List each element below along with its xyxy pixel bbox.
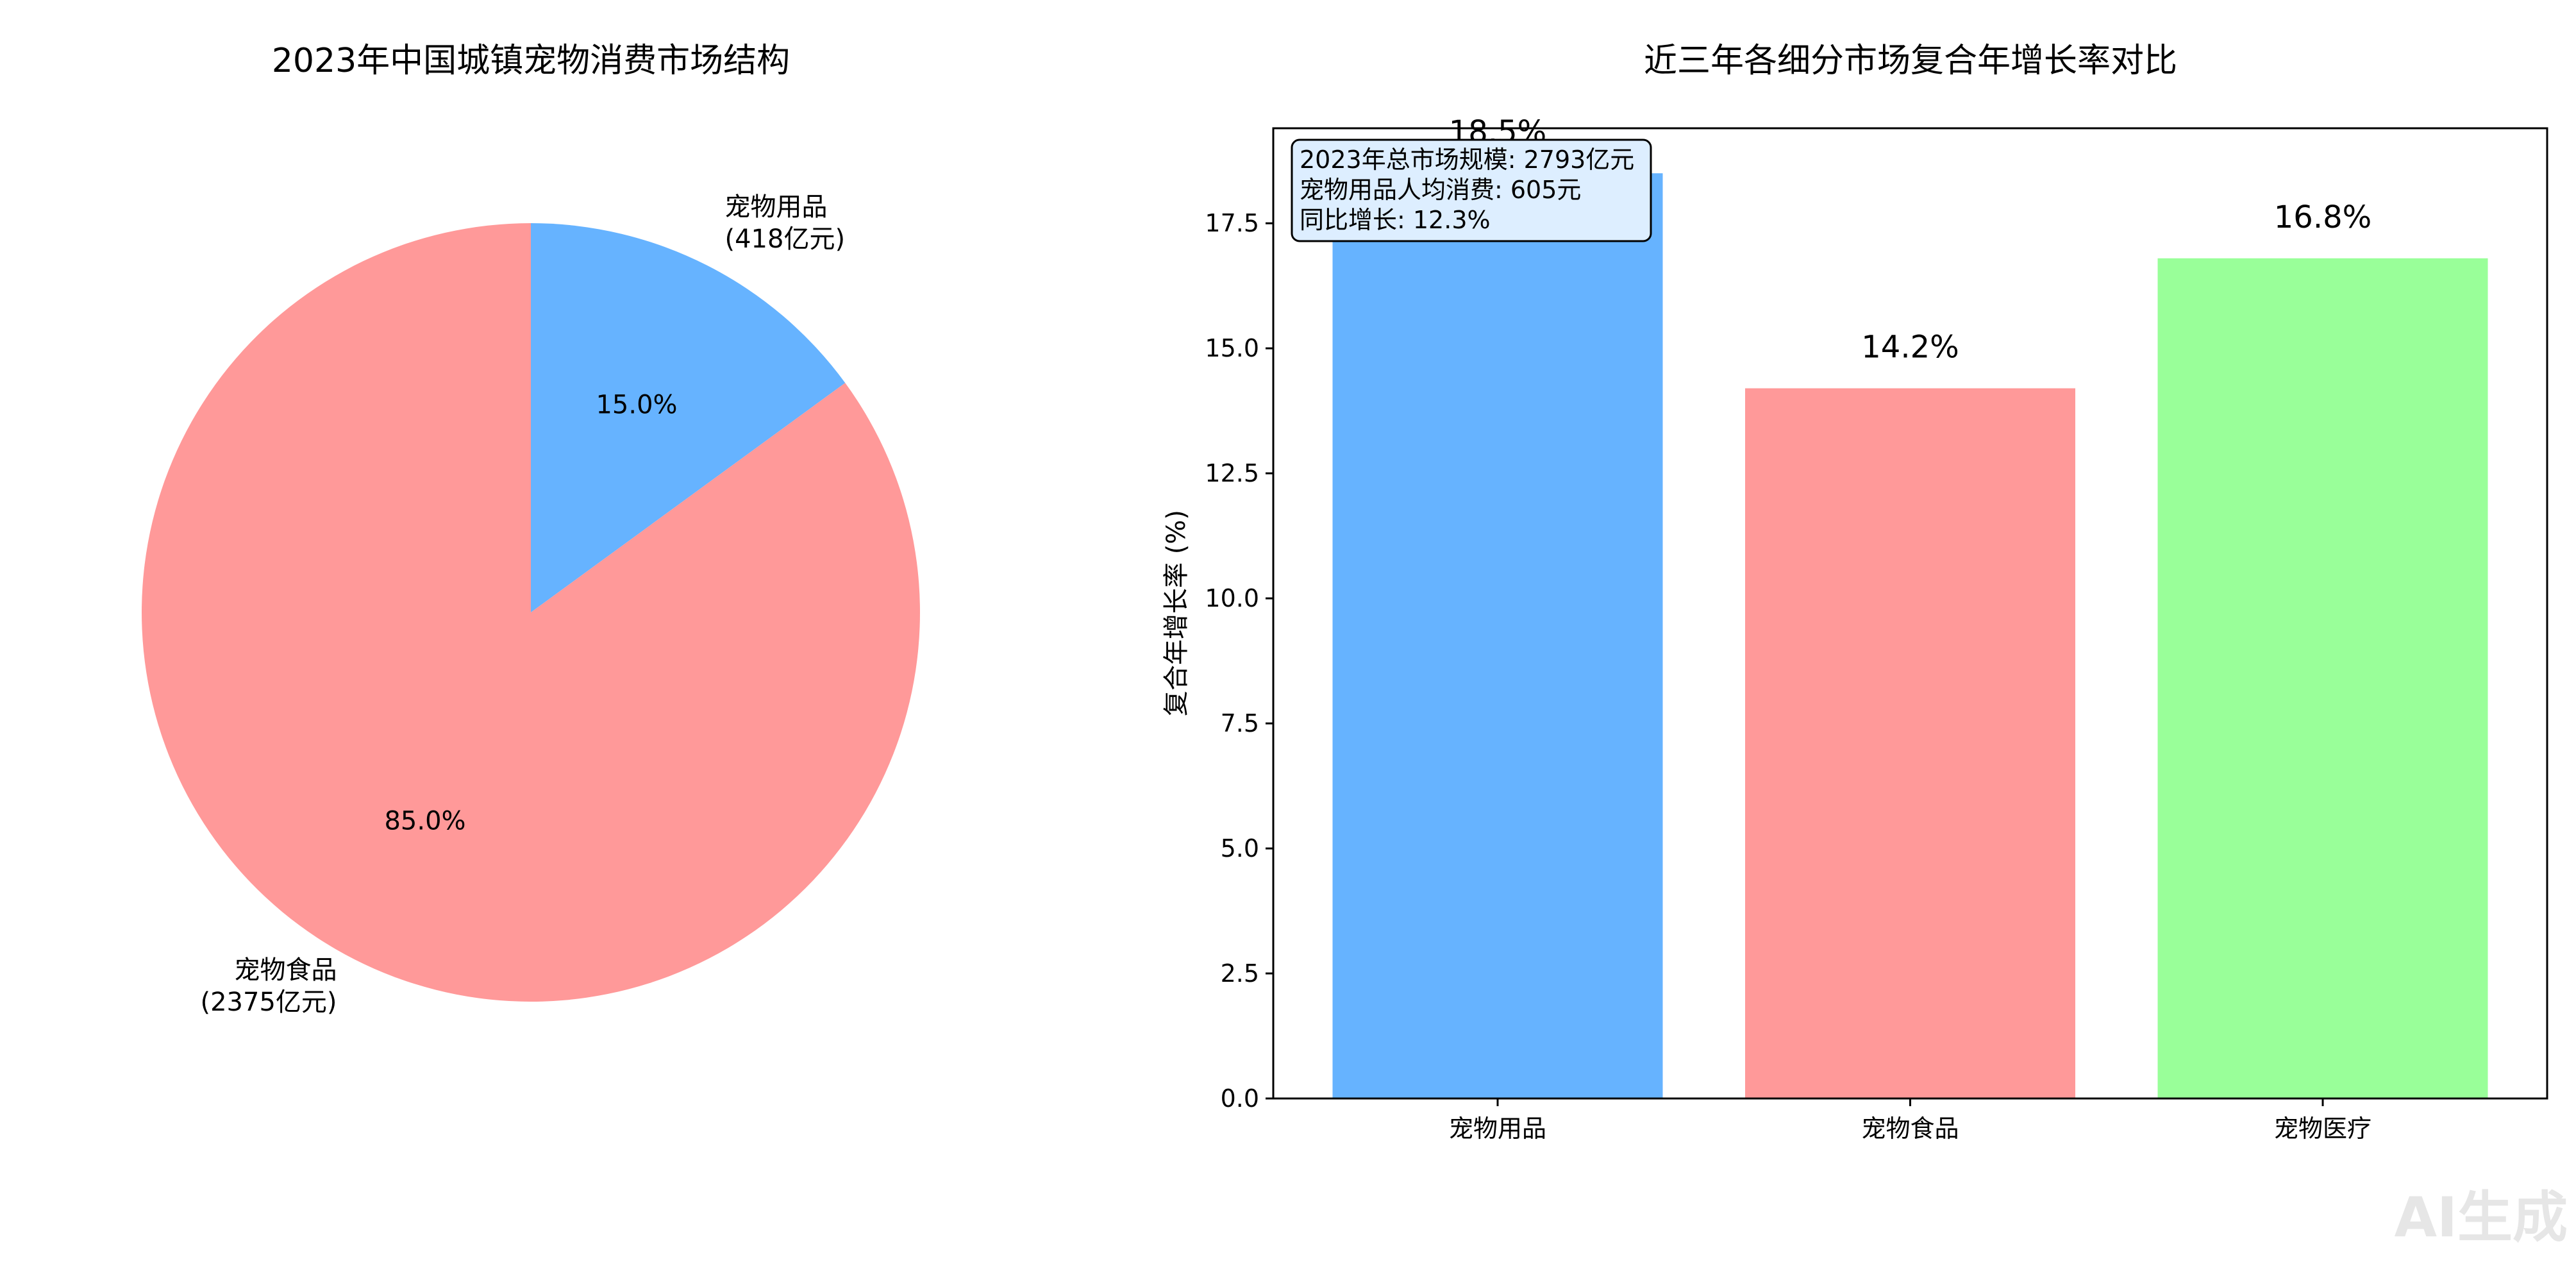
bar-1 bbox=[1332, 173, 1663, 1099]
pie-value-label-1: (418亿元) bbox=[725, 224, 846, 254]
pie-category-label-1: 宠物用品 bbox=[725, 192, 828, 222]
annotation-line-3: 同比增长: 12.3% bbox=[1300, 206, 1491, 234]
y-tick-label-6: 12.5 bbox=[1205, 459, 1259, 487]
y-tick-label-3: 5.0 bbox=[1221, 834, 1259, 862]
bar-2 bbox=[1745, 388, 2075, 1098]
bar-chart-title: 近三年各细分市场复合年增长率对比 bbox=[1644, 42, 2177, 80]
y-tick-label-8: 17.5 bbox=[1205, 209, 1259, 237]
bar-series bbox=[1332, 173, 2488, 1099]
watermark: AI生成 bbox=[2394, 1186, 2568, 1250]
y-tick-label-7: 15.0 bbox=[1205, 334, 1259, 362]
pie-chart: 2023年中国城镇宠物消费市场结构 15.0% 宠物用品(418亿元) 85.0% 宠… bbox=[141, 42, 920, 1017]
annotation-line-1: 2023年总市场规模: 2793亿元 bbox=[1300, 146, 1634, 174]
y-tick-label-4: 7.5 bbox=[1221, 709, 1259, 737]
pie-chart-title: 2023年中国城镇宠物消费市场结构 bbox=[272, 42, 790, 80]
bar-value-label-3: 16.8% bbox=[2274, 199, 2371, 235]
y-tick-label-2: 2.5 bbox=[1221, 959, 1259, 988]
annotation-box: 2023年总市场规模: 2793亿元 宠物用品人均消费: 605元 同比增长: … bbox=[1291, 139, 1652, 242]
x-axis-ticks: 宠物用品 宠物食品 宠物医疗 bbox=[1449, 1098, 2371, 1143]
y-axis-ticks: 0.0 2.5 5.0 7.5 10.0 12.5 15.0 17.5 bbox=[1205, 209, 1273, 1113]
pie-slices bbox=[141, 223, 920, 1002]
x-tick-label-1: 宠物用品 bbox=[1449, 1115, 1546, 1143]
pie-slice-1 bbox=[531, 223, 846, 612]
pie-percent-label-2: 85.0% bbox=[384, 807, 465, 836]
bar-chart: 近三年各细分市场复合年增长率对比 0.0 2.5 5.0 7.5 10.0 12.5 15.… bbox=[1162, 42, 2548, 1143]
y-axis-label: 复合年增长率 (%) bbox=[1162, 510, 1191, 716]
pie-category-label-2: 宠物食品 bbox=[235, 955, 337, 985]
y-tick-label-1: 0.0 bbox=[1221, 1084, 1259, 1113]
bar-value-label-2: 14.2% bbox=[1861, 330, 1959, 366]
pie-value-label-2: (2375亿元) bbox=[200, 988, 337, 1017]
pie-percent-label-1: 15.0% bbox=[596, 390, 677, 419]
x-tick-label-2: 宠物食品 bbox=[1861, 1115, 1959, 1143]
pie-slice-2 bbox=[141, 223, 920, 1002]
annotation-background bbox=[1291, 139, 1652, 242]
pie-labels: 15.0% 宠物用品(418亿元) 85.0% 宠物食品 (2375亿元) bbox=[200, 192, 845, 1017]
bar-3 bbox=[2157, 258, 2488, 1098]
x-tick-label-3: 宠物医疗 bbox=[2274, 1115, 2371, 1143]
annotation-line-2: 宠物用品人均消费: 605元 bbox=[1300, 176, 1581, 204]
y-tick-label-5: 10.0 bbox=[1205, 584, 1259, 612]
